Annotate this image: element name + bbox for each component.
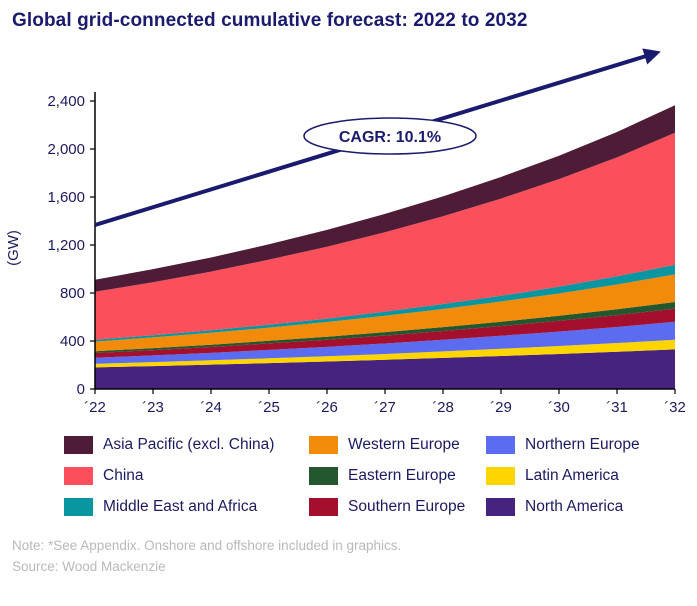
legend-swatch-eastern-europe xyxy=(309,467,338,485)
source-text: Source: Wood Mackenzie xyxy=(12,558,166,574)
legend-item: Asia Pacific (excl. China) xyxy=(64,436,309,454)
y-tick-label: 1,200 xyxy=(47,237,85,254)
legend-swatch-latin-america xyxy=(486,467,515,485)
areas-layer xyxy=(95,105,675,389)
x-tick-label: ´23 xyxy=(142,399,164,416)
note-text: Note: *See Appendix. Onshore and offshor… xyxy=(12,538,402,553)
cagr-badge: CAGR: 10.1% xyxy=(303,117,477,155)
x-tick-label: ´30 xyxy=(548,399,570,416)
area-southern-europe xyxy=(95,308,675,358)
legend-label: China xyxy=(103,467,144,484)
cagr-label: CAGR: 10.1% xyxy=(339,129,441,146)
area-western-europe xyxy=(95,274,675,352)
legend-item: Eastern Europe xyxy=(309,467,486,485)
legend-item: Northern Europe xyxy=(486,436,687,454)
x-tick-label: ´32 xyxy=(664,399,686,416)
legend-label: Southern Europe xyxy=(348,498,466,515)
x-tick-label: ´26 xyxy=(316,399,338,416)
x-tick-label: ´31 xyxy=(606,399,628,416)
legend-item: North America xyxy=(486,498,687,516)
legend-label: Latin America xyxy=(525,467,619,484)
area-north-america xyxy=(95,349,675,389)
legend-label: Northern Europe xyxy=(525,436,640,453)
legend-item: Southern Europe xyxy=(309,498,486,516)
legend-label: Asia Pacific (excl. China) xyxy=(103,436,275,453)
legend-swatch-middle-east-and-africa xyxy=(64,498,93,516)
legend-label: North America xyxy=(525,498,624,515)
y-axis-title: (GW) xyxy=(5,230,22,266)
legend-swatch-north-america xyxy=(486,498,515,516)
legend-swatch-china xyxy=(64,467,93,485)
x-tick-label: ´24 xyxy=(200,399,222,416)
legend-label: Middle East and Africa xyxy=(103,498,258,515)
footnotes: Note: *See Appendix. Onshore and offshor… xyxy=(0,516,697,578)
y-tick-label: 800 xyxy=(60,285,85,302)
x-tick-label: ´27 xyxy=(374,399,396,416)
chart-title: Global grid-connected cumulative forecas… xyxy=(12,10,528,31)
legend-item: Latin America xyxy=(486,467,687,485)
legend-swatch-western-europe xyxy=(309,436,338,454)
y-tick-label: 2,400 xyxy=(47,93,85,110)
legend-item: Western Europe xyxy=(309,436,486,454)
area-china xyxy=(95,132,675,340)
y-tick-label: 2,000 xyxy=(47,141,85,158)
legend-item: China xyxy=(64,467,309,485)
y-tick-label: 1,600 xyxy=(47,189,85,206)
axes-layer: 0 400 800 1,200 1,600 2,000 2,400 ´22 ´23 ´24 ´25 ´… xyxy=(47,92,686,416)
legend-label: Western Europe xyxy=(348,436,460,453)
area-latin-america xyxy=(95,339,675,368)
legend-swatch-northern-europe xyxy=(486,436,515,454)
area-asia-pacific-excl-china xyxy=(95,105,675,292)
x-tick-label: ´28 xyxy=(432,399,454,416)
legend-swatch-asia-pacific-excl-china xyxy=(64,436,93,454)
legend: Asia Pacific (excl. China) Western Europe… xyxy=(0,428,697,516)
x-tick-label: ´22 xyxy=(84,399,106,416)
legend-label: Eastern Europe xyxy=(348,467,456,484)
legend-swatch-southern-europe xyxy=(309,498,338,516)
x-tick-label: ´29 xyxy=(490,399,512,416)
cagr-ellipse xyxy=(303,117,477,155)
x-tick-label: ´25 xyxy=(258,399,280,416)
area-northern-europe xyxy=(95,321,675,364)
y-tick-label: 400 xyxy=(60,333,85,350)
y-tick-label: 0 xyxy=(77,381,85,398)
legend-item: Middle East and Africa xyxy=(64,498,309,516)
forecast-chart: 0 400 800 1,200 1,600 2,000 2,400 ´22 ´23 ´24 ´25 ´… xyxy=(5,48,686,416)
